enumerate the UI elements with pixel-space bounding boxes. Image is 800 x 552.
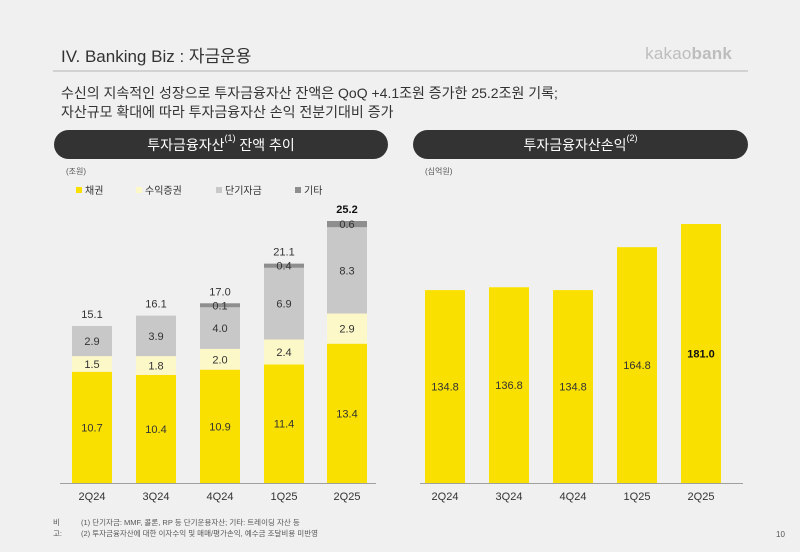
footnote-label: 비고: xyxy=(53,518,62,538)
right-bar-label: 181.0 xyxy=(687,349,715,361)
left-total-label: 16.1 xyxy=(145,299,166,311)
legend-short-term: 단기자금 xyxy=(216,182,262,197)
legend-swatch-bonds xyxy=(76,186,82,193)
left-bar-label-other: 0.6 xyxy=(339,219,354,231)
left-total-label: 21.1 xyxy=(273,247,294,259)
left-bar-short_term xyxy=(264,267,304,340)
left-bar-label-beneficiary: 2.4 xyxy=(276,347,291,359)
legend-swatch-beneficiary xyxy=(136,186,142,193)
legend-bonds: 채권 xyxy=(76,182,103,197)
left-bar-label-short_term: 8.3 xyxy=(339,265,354,277)
right-x-tick-label: 3Q24 xyxy=(496,491,523,503)
left-bar-bonds xyxy=(327,343,367,483)
left-title-footnote-ref: (1) xyxy=(224,132,236,143)
left-bar-beneficiary xyxy=(327,313,367,344)
right-chart-title: 투자금융자산손익(2) xyxy=(523,132,638,155)
left-bar-bonds xyxy=(264,364,304,483)
header-divider xyxy=(53,70,748,72)
left-bar-label-other: 0.4 xyxy=(276,261,291,273)
left-bar-label-bonds: 10.9 xyxy=(209,421,230,433)
page-number: 10 xyxy=(776,530,785,539)
left-bar-label-short_term: 3.9 xyxy=(148,331,163,343)
right-title-main: 투자금융자산손익 xyxy=(523,136,627,153)
left-x-tick-label: 3Q24 xyxy=(143,491,170,503)
left-bar-label-other: 0.1 xyxy=(212,300,227,312)
right-bar xyxy=(681,224,721,483)
left-bar-label-beneficiary: 2.0 xyxy=(212,354,227,366)
right-title-footnote-ref: (2) xyxy=(626,132,638,143)
right-unit-label: (십억원) xyxy=(425,167,453,176)
right-x-tick-label: 1Q25 xyxy=(624,491,651,503)
right-chart-title-pill: 투자금융자산손익(2) xyxy=(413,130,748,159)
left-bar-beneficiary xyxy=(200,348,240,370)
page-title: IV. Banking Biz : 자금운용 xyxy=(61,47,252,66)
legend-swatch-other xyxy=(295,186,301,193)
left-bar-label-bonds: 10.7 xyxy=(81,422,102,434)
footnote-2: (2) 투자금융자산에 대한 이자수익 및 매매/평가손익, 예수금 조달비용 … xyxy=(81,529,319,538)
legend-swatch-short-term xyxy=(216,186,222,193)
right-bar-label: 134.8 xyxy=(559,382,587,394)
left-bar-short_term xyxy=(136,315,176,357)
right-bar xyxy=(489,287,529,483)
left-bar-beneficiary xyxy=(264,339,304,365)
legend-label-beneficiary: 수익증권 xyxy=(145,186,182,197)
summary-text: 수신의 지속적인 성장으로 투자금융자산 잔액은 QoQ +4.1조원 증가한 … xyxy=(61,84,558,122)
left-bar-bonds xyxy=(136,374,176,483)
left-x-tick-label: 1Q25 xyxy=(271,491,298,503)
logo-light: kakao xyxy=(645,44,692,63)
left-bar-label-bonds: 10.4 xyxy=(145,424,166,436)
left-x-tick-label: 2Q25 xyxy=(334,491,361,503)
legend-label-short-term: 단기자금 xyxy=(225,186,262,197)
left-x-tick-label: 2Q24 xyxy=(79,491,106,503)
footnote-1: (1) 단기자금: MMF, 콜론, RP 등 단기운용자산; 기타: 트레이딩… xyxy=(81,518,300,527)
legend-label-other: 기타 xyxy=(304,186,323,197)
left-x-tick-label: 4Q24 xyxy=(207,491,234,503)
left-bar-label-short_term: 6.9 xyxy=(276,299,291,311)
left-bar-label-short_term: 4.0 xyxy=(212,323,227,335)
legend-label-bonds: 채권 xyxy=(85,186,104,197)
right-x-tick-label: 4Q24 xyxy=(560,491,587,503)
left-bar-other xyxy=(200,303,240,308)
right-bar-label: 134.8 xyxy=(431,382,459,394)
right-bar-label: 164.8 xyxy=(623,360,651,372)
summary-line-2: 자산규모 확대에 따라 투자금융자산 손익 전분기대비 증가 xyxy=(61,104,394,120)
left-chart-title-pill: 투자금융자산(1) 잔액 추이 xyxy=(54,130,388,159)
left-bar-label-bonds: 11.4 xyxy=(274,419,295,431)
left-bar-label-bonds: 13.4 xyxy=(336,408,357,420)
left-bar-label-beneficiary: 1.5 xyxy=(84,359,99,371)
left-bar-short_term xyxy=(72,326,112,357)
right-bar xyxy=(617,247,657,483)
right-bar-label: 136.8 xyxy=(495,380,523,392)
summary-line-1: 수신의 지속적인 성장으로 투자금융자산 잔액은 QoQ +4.1조원 증가한 … xyxy=(61,85,558,101)
left-bar-short_term xyxy=(327,227,367,314)
legend-other: 기타 xyxy=(295,182,322,197)
left-bar-beneficiary xyxy=(72,356,112,372)
left-bar-bonds xyxy=(200,369,240,483)
left-bar-short_term xyxy=(200,307,240,349)
kakaobank-logo: kakaobank xyxy=(645,44,732,64)
left-bar-label-short_term: 2.9 xyxy=(84,336,99,348)
left-bar-bonds xyxy=(72,371,112,483)
left-chart-title: 투자금융자산(1) 잔액 추이 xyxy=(147,132,295,155)
left-bar-other xyxy=(327,221,367,228)
left-bar-label-beneficiary: 1.8 xyxy=(148,361,163,373)
right-bar xyxy=(425,290,465,483)
left-total-label: 25.2 xyxy=(336,204,357,216)
right-x-tick-label: 2Q25 xyxy=(688,491,715,503)
left-title-main: 투자금융자산 xyxy=(147,136,225,153)
right-x-tick-label: 2Q24 xyxy=(432,491,459,503)
left-bar-beneficiary xyxy=(136,356,176,375)
right-bar xyxy=(553,290,593,483)
logo-bold: bank xyxy=(691,44,732,63)
legend-beneficiary: 수익증권 xyxy=(136,182,182,197)
left-total-label: 17.0 xyxy=(209,286,230,298)
left-unit-label: (조원) xyxy=(66,167,87,176)
left-bar-other xyxy=(264,263,304,268)
left-total-label: 15.1 xyxy=(81,309,102,321)
left-title-rest: 잔액 추이 xyxy=(235,136,295,153)
left-bar-label-beneficiary: 2.9 xyxy=(339,324,354,336)
